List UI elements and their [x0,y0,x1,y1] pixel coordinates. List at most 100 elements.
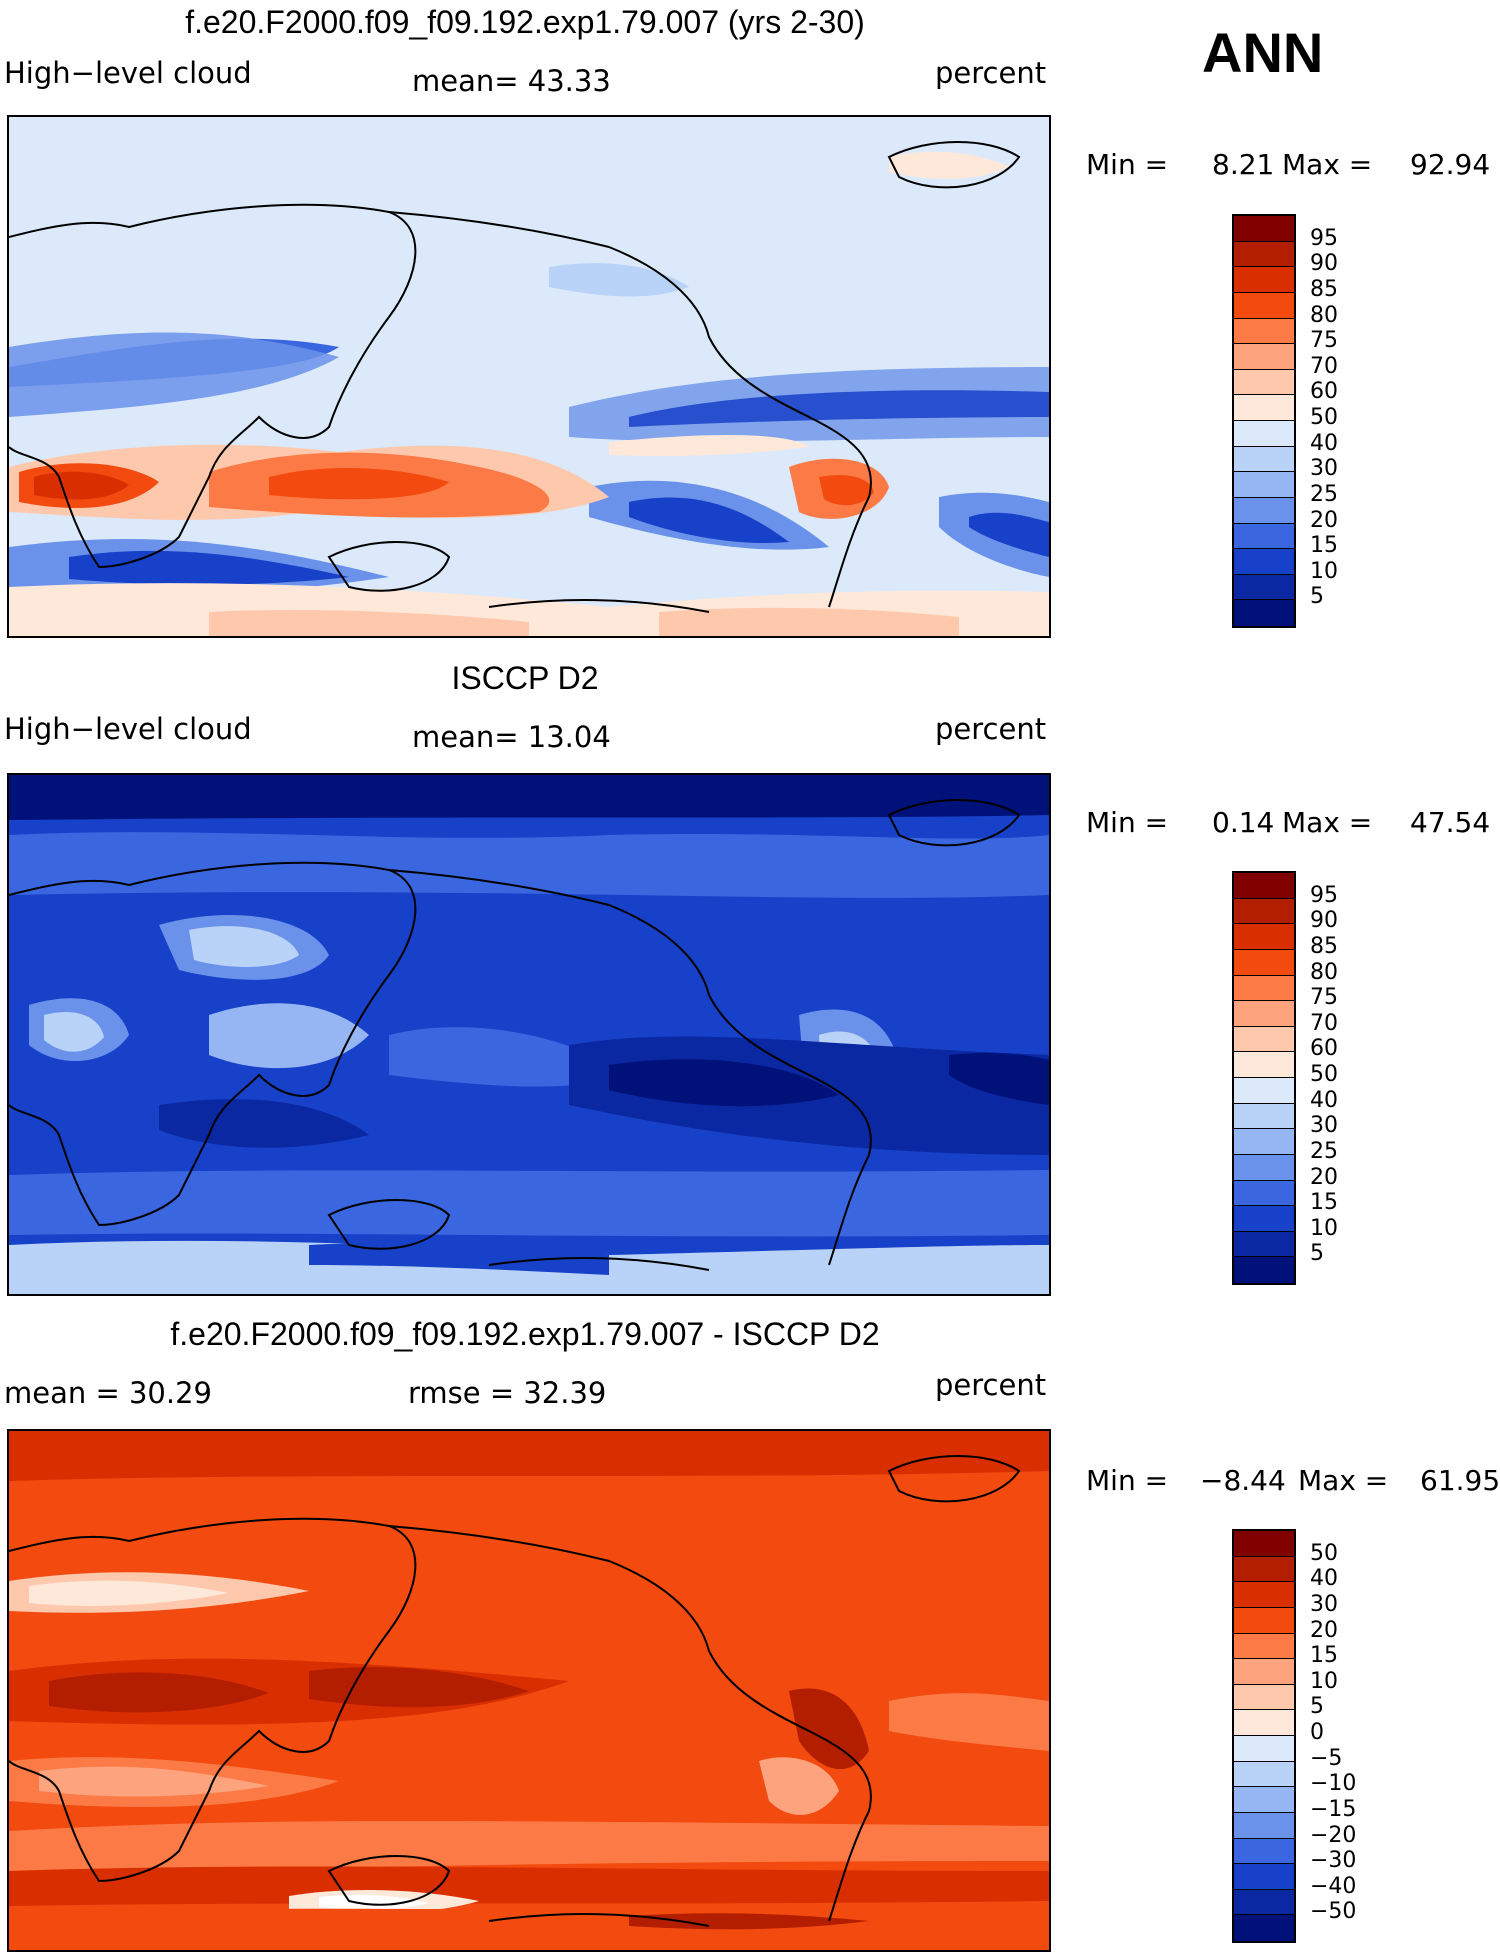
max-label: Max = [1282,806,1373,839]
colorbar-swatch [1234,1231,1294,1258]
colorbar-swatch [1234,1103,1294,1130]
units-label: percent [935,712,1047,746]
colorbar-swatch [1234,1915,1294,1941]
colorbar-tick-label: 15 [1310,1643,1338,1669]
colorbar-tick-label: 0 [1310,1720,1324,1745]
rmse-label: rmse = 32.39 [408,1376,607,1410]
map-observation [7,773,1051,1296]
mean-label: mean= 43.33 [412,64,611,98]
colorbar-swatch [1234,1078,1294,1104]
colorbar-tick-label: 5 [1310,584,1324,610]
colorbar-tick-label: 95 [1310,225,1338,251]
colorbar-swatch [1234,497,1294,524]
colorbar-tick-label: 10 [1310,558,1338,584]
colorbar-swatch [1234,292,1294,319]
map-difference [7,1429,1051,1952]
panel-title: f.e20.F2000.f09_f09.192.exp1.79.007 - IS… [170,1316,880,1352]
colorbar-tick-label: 20 [1310,1164,1338,1190]
colorbar-swatch [1234,1710,1294,1736]
colorbar-tick-label: 10 [1310,1215,1338,1241]
colorbar-swatch [1234,898,1294,925]
colorbar-swatch [1234,949,1294,976]
colorbar-tick-label: −10 [1310,1771,1357,1797]
colorbar-swatch [1234,1556,1294,1583]
colorbar-tick-label: 10 [1310,1668,1338,1694]
colorbar-tick-label: 60 [1310,1036,1338,1062]
colorbar [1232,1529,1296,1943]
colorbar-swatch [1234,446,1294,473]
max-value: 61.95 [1420,1464,1500,1497]
panel-title: ISCCP D2 [451,660,599,696]
colorbar-swatch [1234,924,1294,950]
max-label: Max = [1282,148,1373,181]
colorbar-swatch [1234,873,1294,899]
colorbar-tick-label: 50 [1310,1540,1338,1566]
colorbar-swatch [1234,369,1294,396]
colorbar-swatch [1234,1838,1294,1865]
colorbar-tick-label: 25 [1310,481,1338,507]
colorbar-swatch [1234,600,1294,626]
colorbar-swatch [1234,472,1294,498]
colorbar-tick-label: 85 [1310,276,1338,302]
min-value: 0.14 [1212,806,1275,839]
colorbar-tick-label: 20 [1310,507,1338,533]
colorbar-tick-label: −5 [1310,1745,1343,1771]
colorbar-tick-label: 85 [1310,933,1338,959]
colorbar-tick-label: 90 [1310,908,1338,934]
colorbar-swatch [1234,1761,1294,1788]
colorbar-swatch [1234,421,1294,447]
units-label: percent [935,1368,1047,1402]
colorbar-swatch [1234,1206,1294,1232]
colorbar-tick-label: 40 [1310,1566,1338,1592]
colorbar-tick-label: 20 [1310,1617,1338,1643]
colorbar-swatch [1234,523,1294,550]
colorbar-swatch [1234,241,1294,268]
colorbar-tick-label: 75 [1310,328,1338,354]
colorbar-swatch [1234,1607,1294,1634]
colorbar-swatch [1234,1257,1294,1283]
colorbar-swatch [1234,318,1294,345]
colorbar-tick-label: 50 [1310,405,1338,430]
colorbar-tick-label: 95 [1310,882,1338,908]
min-label: Min = [1086,148,1169,181]
units-label: percent [935,56,1047,90]
map-model [7,115,1051,638]
colorbar-swatch [1234,1052,1294,1078]
colorbar [1232,214,1296,628]
colorbar-swatch [1234,1001,1294,1027]
colorbar-tick-label: −15 [1310,1796,1357,1822]
colorbar-tick-label: −40 [1310,1873,1357,1899]
colorbar-swatch [1234,216,1294,242]
colorbar-tick-label: 70 [1310,353,1338,379]
colorbar-tick-label: 30 [1310,1113,1338,1139]
panel-title: f.e20.F2000.f09_f09.192.exp1.79.007 (yrs… [185,4,865,40]
colorbar-tick-label: −50 [1310,1899,1357,1925]
mean-label: mean = 30.29 [4,1376,212,1410]
colorbar-tick-label: 15 [1310,533,1338,559]
min-value: 8.21 [1212,148,1275,181]
colorbar-swatch [1234,1026,1294,1053]
colorbar-swatch [1234,395,1294,421]
colorbar-tick-label: 15 [1310,1190,1338,1216]
colorbar-swatch [1234,1812,1294,1839]
colorbar-tick-label: 50 [1310,1062,1338,1087]
colorbar-tick-label: 80 [1310,302,1338,328]
colorbar-tick-label: −20 [1310,1822,1357,1848]
colorbar-tick-label: 5 [1310,1694,1324,1720]
max-label: Max = [1298,1464,1389,1497]
colorbar-tick-label: 30 [1310,456,1338,482]
colorbar-swatch [1234,1787,1294,1813]
colorbar-swatch [1234,574,1294,601]
colorbar-tick-label: 90 [1310,251,1338,277]
colorbar-swatch [1234,1889,1294,1916]
colorbar-swatch [1234,1582,1294,1608]
colorbar-tick-label: 80 [1310,959,1338,985]
colorbar-tick-label: 25 [1310,1138,1338,1164]
colorbar-swatch [1234,1531,1294,1557]
colorbar-tick-label: 40 [1310,430,1338,456]
colorbar-swatch [1234,1659,1294,1685]
colorbar-swatch [1234,344,1294,370]
colorbar-tick-label: −30 [1310,1848,1357,1874]
min-value: −8.44 [1200,1464,1286,1497]
colorbar-swatch [1234,1684,1294,1711]
